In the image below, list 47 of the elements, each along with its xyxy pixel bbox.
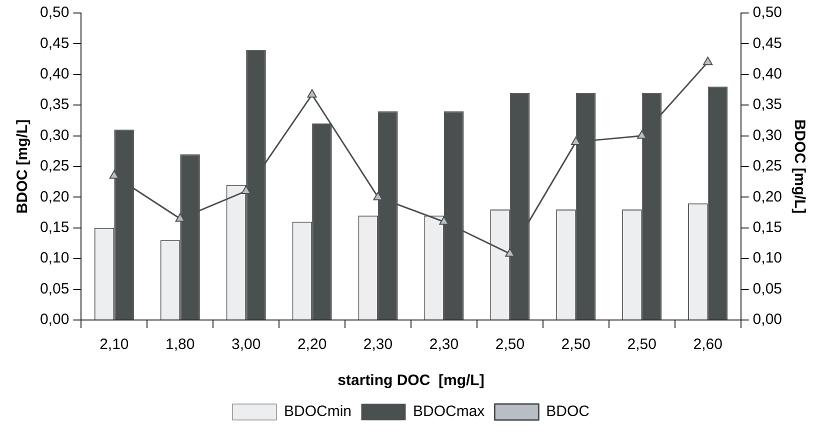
y-tick-label: 0,30 (40, 126, 70, 144)
point (637, 130, 647, 139)
y-axis-title: BDOC [mg/L] (14, 119, 32, 214)
legend-label: BDOC (546, 403, 590, 420)
x-tick-label: 2,30 (429, 336, 459, 354)
legend-label: BDOCmax (413, 403, 486, 420)
point (241, 186, 251, 194)
point (373, 192, 383, 200)
x-tick-label: 2,30 (363, 336, 393, 354)
y-tick-label: 0,00 (40, 311, 70, 328)
y-tick-label: 0,40 (40, 66, 70, 83)
point (505, 248, 515, 257)
y2-tick-label: 0,25 (752, 158, 782, 175)
x-tick-label: 2,60 (693, 336, 722, 354)
x-tick-label: 2,10 (100, 336, 129, 354)
y2-tick-label: 0,50 (752, 4, 782, 22)
y-tick-label: 0,45 (40, 34, 70, 52)
point (571, 136, 581, 145)
y-tick-label: 0,50 (40, 4, 70, 22)
y-tick-label: 0,35 (40, 96, 70, 114)
y2-tick-label: 0,00 (752, 311, 782, 328)
x-tick-label: 2,20 (297, 336, 327, 354)
x-tick-label: 2,50 (495, 336, 525, 354)
y2-tick-label: 0,30 (752, 126, 782, 144)
point (702, 56, 713, 66)
y2-tick-label: 0,45 (752, 34, 782, 52)
y-tick-label: 0,25 (40, 158, 70, 175)
y-tick-label: 0,10 (40, 250, 70, 267)
y-tick-label: 0,15 (40, 219, 70, 236)
y2-tick-label: 0,10 (752, 250, 782, 267)
x-tick-label: 3,00 (231, 336, 261, 354)
x-axis-title: starting DOC [mg/L] (338, 372, 484, 390)
y2-tick-label: 0,20 (752, 188, 782, 206)
point (439, 216, 449, 225)
point (175, 213, 185, 222)
y-tick-label: 0,20 (40, 188, 70, 206)
point (307, 89, 317, 98)
y-tick-label: 0,05 (40, 280, 70, 298)
y2-axis-title: BDOC [mg/L] (790, 119, 808, 214)
x-tick-label: 2,50 (561, 336, 591, 354)
legend-label: BDOCmin (284, 403, 352, 420)
x-tick-label: 1,80 (166, 336, 195, 354)
x-tick-label: 2,50 (627, 336, 656, 354)
y2-tick-label: 0,40 (752, 66, 782, 83)
y2-tick-label: 0,05 (752, 280, 782, 298)
y2-tick-label: 0,35 (752, 96, 782, 114)
y2-tick-label: 0,15 (752, 219, 782, 236)
